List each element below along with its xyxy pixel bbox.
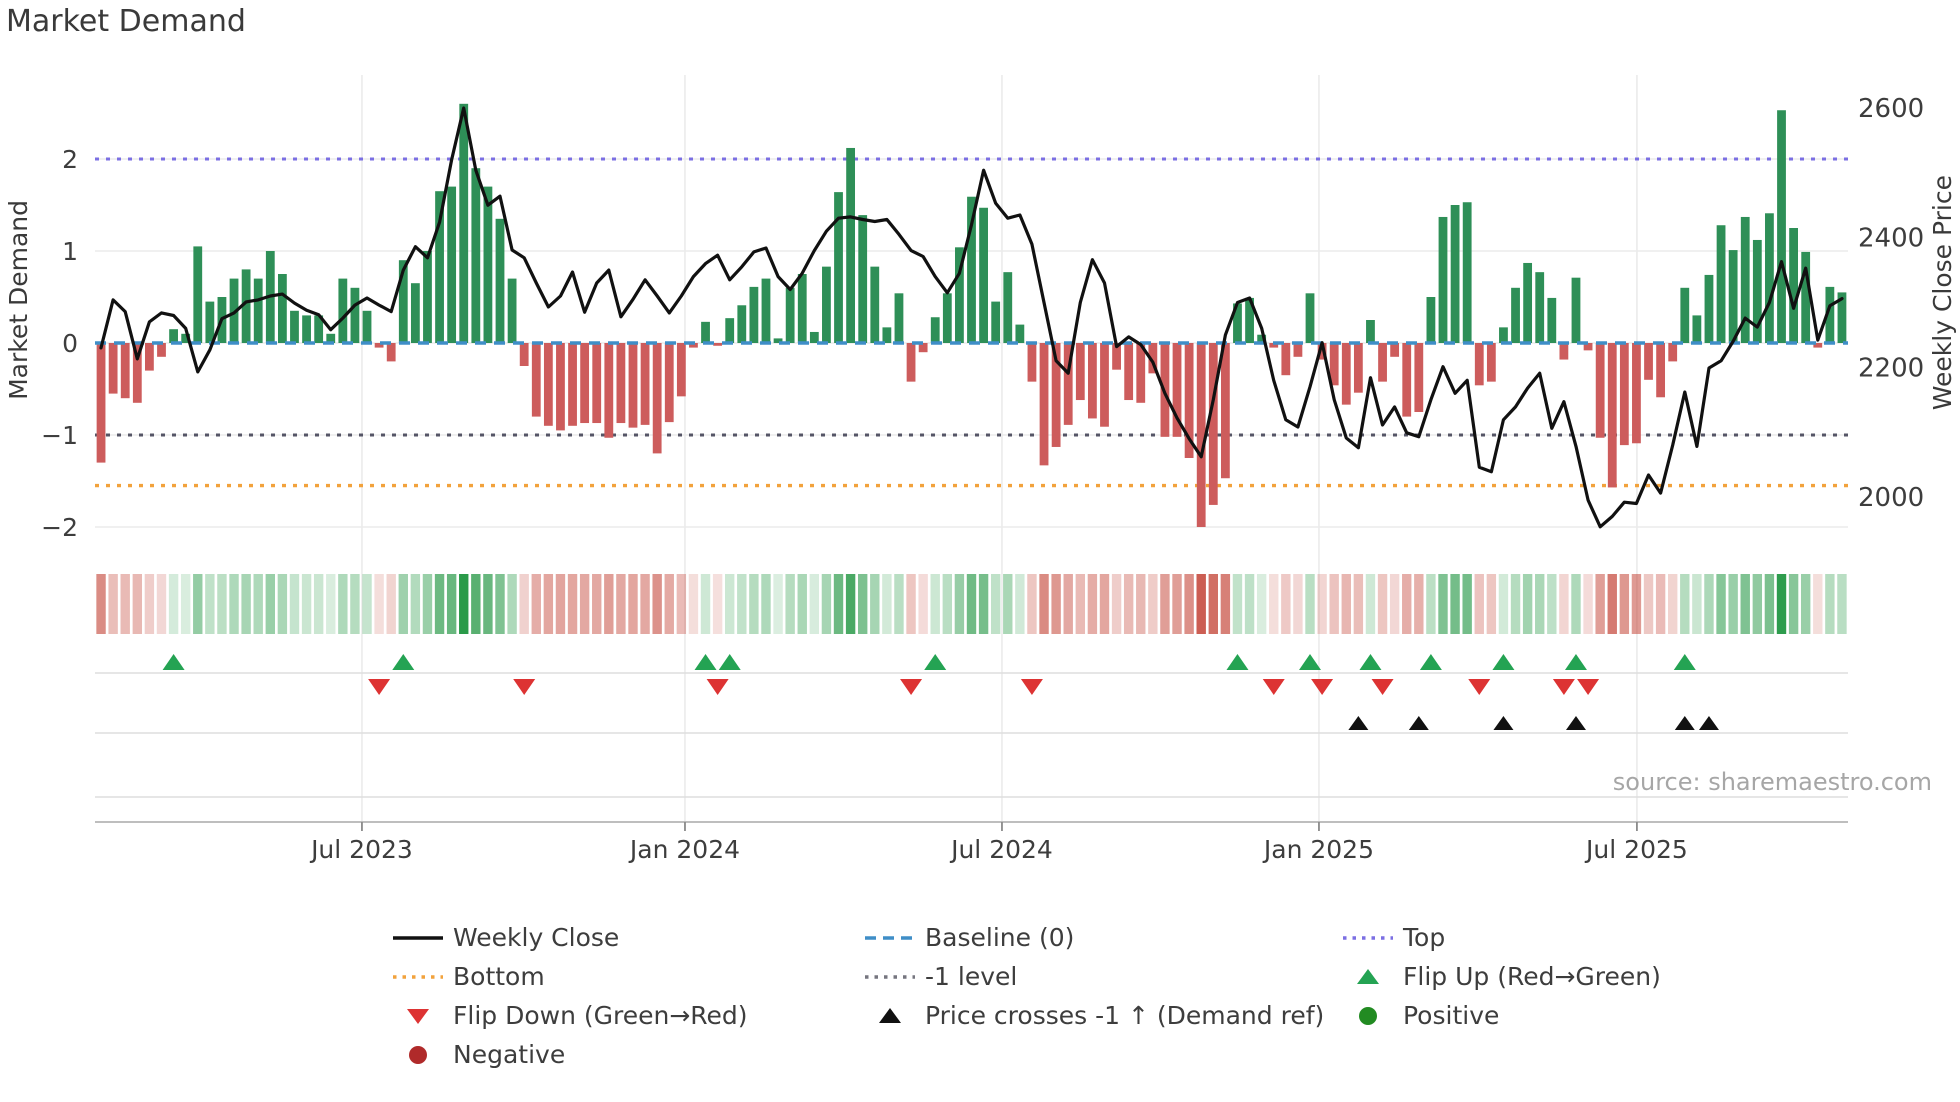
legend-icon (862, 966, 918, 988)
legend-item: Price crosses -1 ↑ (Demand ref) (862, 996, 1324, 1035)
x-tick-label: Jul 2024 (949, 835, 1053, 864)
legend-icon (390, 1005, 446, 1027)
vertical-gridlines (361, 75, 1638, 822)
legend-item-label: Baseline (0) (925, 923, 1075, 952)
chart-title: Market Demand (6, 4, 246, 39)
demand-bars (96, 103, 1847, 527)
price-cross-markers (1348, 716, 1719, 730)
right-tick-label: 2600 (1858, 94, 1924, 124)
left-tick-label: −1 (41, 421, 78, 450)
legend-column-1: Baseline (0) -1 level Price crosses -1 ↑ (… (862, 918, 1324, 1035)
legend-item-label: Flip Down (Green→Red) (453, 1001, 748, 1030)
left-axis-tick-labels: 2 1 0 −1 −2 (41, 145, 78, 542)
left-tick-label: 1 (62, 237, 78, 266)
circle-icon (1359, 1006, 1377, 1025)
legend-item: Flip Down (Green→Red) (390, 996, 748, 1035)
legend-icon (1340, 966, 1396, 988)
triangle-down-icon (407, 1008, 429, 1024)
circle-icon (409, 1045, 427, 1064)
right-tick-label: 2000 (1858, 483, 1924, 513)
legend-icon (390, 1044, 446, 1066)
triangle-up-icon (879, 1007, 901, 1023)
left-axis-title: Market Demand (4, 200, 33, 400)
solid-line-icon (393, 935, 443, 940)
x-tick-label: Jul 2023 (309, 835, 413, 864)
x-tick-label: Jul 2025 (1584, 835, 1688, 864)
legend-item: -1 level (862, 957, 1324, 996)
weekly-close-line (99, 106, 1844, 529)
legend-item: Positive (1340, 996, 1661, 1035)
source-credit: source: sharemaestro.com (1612, 768, 1932, 796)
x-tick-label: Jan 2024 (628, 835, 740, 864)
left-tick-label: 2 (62, 145, 78, 174)
legend-icon (1340, 1005, 1396, 1027)
legend-icon (1340, 927, 1396, 949)
legend-item-label: Price crosses -1 ↑ (Demand ref) (925, 1001, 1325, 1030)
dotted-line-icon (865, 974, 915, 979)
flip-down-markers (368, 679, 1600, 695)
legend-item-label: Bottom (453, 962, 545, 991)
legend-item-label: Positive (1403, 1001, 1500, 1030)
legend-icon (390, 927, 446, 949)
legend-item-label: Negative (453, 1040, 566, 1069)
legend-icon (390, 966, 446, 988)
dotted-line-icon (1343, 935, 1393, 940)
legend-item-label: Flip Up (Red→Green) (1403, 962, 1661, 991)
triangle-up-icon (1357, 968, 1379, 984)
x-axis-ticks: Jul 2023 Jan 2024 Jul 2024 Jan 2025 Jul 2025 (309, 822, 1688, 864)
x-tick-label: Jan 2025 (1262, 835, 1374, 864)
legend-item: Weekly Close (390, 918, 748, 957)
legend-column-2: Top Flip Up (Red→Green) Positive (1340, 918, 1661, 1035)
legend: Weekly Close Bottom Flip Down (Green→Red) N… (0, 918, 1960, 1098)
dotted-line-icon (393, 974, 443, 979)
dashed-line-icon (865, 935, 915, 940)
legend-item: Negative (390, 1035, 748, 1074)
flip-up-markers (162, 654, 1696, 670)
right-axis-title: Weekly Close Price (1928, 175, 1957, 411)
left-tick-label: −2 (41, 513, 78, 542)
legend-icon (862, 1005, 918, 1027)
heatmap-strip (96, 574, 1847, 634)
legend-item-label: -1 level (925, 962, 1018, 991)
left-tick-label: 0 (62, 329, 78, 358)
right-tick-label: 2200 (1858, 353, 1924, 383)
legend-item: Baseline (0) (862, 918, 1324, 957)
legend-item: Bottom (390, 957, 748, 996)
legend-item: Top (1340, 918, 1661, 957)
legend-icon (862, 927, 918, 949)
legend-item-label: Top (1403, 923, 1446, 952)
legend-column-0: Weekly Close Bottom Flip Down (Green→Red) N… (390, 918, 748, 1074)
legend-item-label: Weekly Close (453, 923, 620, 952)
right-axis-tick-labels: 2600 2400 2200 2000 (1858, 94, 1924, 513)
legend-item: Flip Up (Red→Green) (1340, 957, 1661, 996)
right-tick-label: 2400 (1858, 224, 1924, 254)
